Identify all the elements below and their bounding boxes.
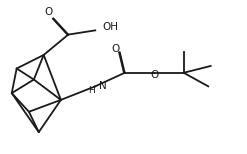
Text: O: O: [151, 70, 159, 80]
Text: O: O: [44, 7, 53, 17]
Text: OH: OH: [103, 22, 119, 32]
Text: O: O: [111, 44, 120, 54]
Text: H: H: [88, 86, 95, 95]
Text: N: N: [99, 81, 107, 91]
